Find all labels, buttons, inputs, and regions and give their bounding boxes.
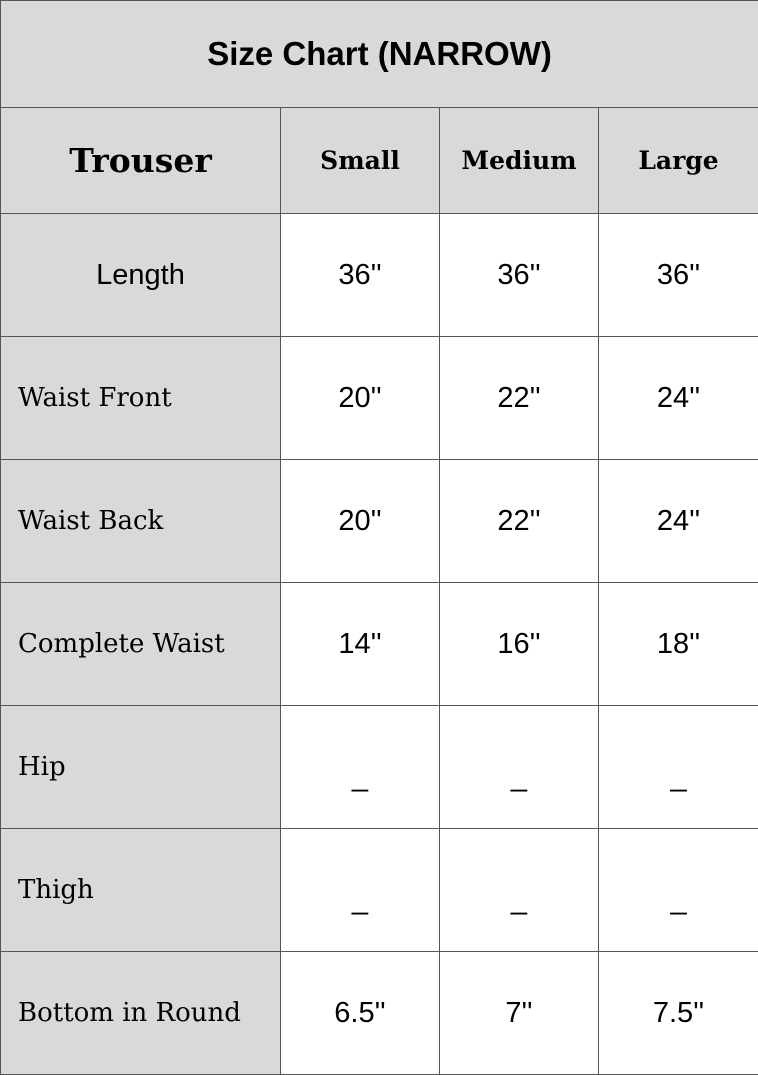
size-value-cell: 36'' xyxy=(439,213,599,337)
size-value: 24'' xyxy=(656,504,701,537)
size-value: 16'' xyxy=(497,627,541,660)
size-value: _ xyxy=(510,883,528,916)
size-value: 22'' xyxy=(497,381,541,414)
row-label: Length xyxy=(0,213,281,337)
size-value-cell: _ xyxy=(280,828,440,952)
size-value-cell: 7.5'' xyxy=(597,951,758,1075)
size-value-cell: _ xyxy=(439,828,599,952)
size-value-cell: _ xyxy=(597,705,758,829)
size-value: 6.5'' xyxy=(334,996,386,1029)
size-value-cell: 16'' xyxy=(439,582,599,706)
row-label: Waist Front xyxy=(0,336,281,460)
size-value: 7.5'' xyxy=(652,996,705,1029)
size-value-cell: 36'' xyxy=(280,213,440,337)
header-category: Trouser xyxy=(0,107,281,214)
size-value: 36'' xyxy=(497,258,541,291)
size-value-cell: _ xyxy=(280,705,440,829)
header-size-medium: Medium xyxy=(439,107,599,214)
size-value-cell: _ xyxy=(439,705,599,829)
table-row: Waist Back 20'' 22'' 24'' xyxy=(0,459,758,583)
size-value: 36'' xyxy=(656,258,701,291)
title-row: Size Chart (NARROW) xyxy=(0,0,758,108)
size-value-cell: 20'' xyxy=(280,459,440,583)
size-value: 20'' xyxy=(338,504,382,537)
header-size-large: Large xyxy=(597,107,758,214)
table-row: Waist Front 20'' 22'' 24'' xyxy=(0,336,758,460)
size-value-cell: _ xyxy=(597,828,758,952)
size-value-cell: 6.5'' xyxy=(280,951,440,1075)
row-label: Waist Back xyxy=(0,459,281,583)
table-row: Length 36'' 36'' 36'' xyxy=(0,213,758,337)
row-label: Thigh xyxy=(0,828,281,952)
size-value: _ xyxy=(351,760,369,793)
size-value-cell: 20'' xyxy=(280,336,440,460)
size-value-cell: 14'' xyxy=(280,582,440,706)
table-row: Complete Waist 14'' 16'' 18'' xyxy=(0,582,758,706)
table-row: Thigh _ _ _ xyxy=(0,828,758,952)
size-value-cell: 18'' xyxy=(597,582,758,706)
header-row: Trouser Small Medium Large xyxy=(0,107,758,214)
size-value: 14'' xyxy=(338,627,382,660)
size-value-cell: 24'' xyxy=(597,336,758,460)
size-value: 36'' xyxy=(338,258,382,291)
table-title: Size Chart (NARROW) xyxy=(0,0,758,108)
table-row: Bottom in Round 6.5'' 7'' 7.5'' xyxy=(0,951,758,1075)
table-row: Hip _ _ _ xyxy=(0,705,758,829)
size-value-cell: 22'' xyxy=(439,459,599,583)
size-value: 22'' xyxy=(497,504,541,537)
size-value: 24'' xyxy=(656,381,701,414)
size-value: 18'' xyxy=(656,627,701,660)
size-value-cell: 22'' xyxy=(439,336,599,460)
header-size-small: Small xyxy=(280,107,440,214)
size-value-cell: 7'' xyxy=(439,951,599,1075)
size-value: _ xyxy=(670,760,687,793)
size-value: _ xyxy=(670,883,687,916)
size-value: 20'' xyxy=(338,381,382,414)
size-value: 7'' xyxy=(505,996,533,1029)
row-label: Bottom in Round xyxy=(0,951,281,1075)
size-value: _ xyxy=(510,760,528,793)
size-value-cell: 36'' xyxy=(597,213,758,337)
size-value-cell: 24'' xyxy=(597,459,758,583)
row-label: Complete Waist xyxy=(0,582,281,706)
row-label: Hip xyxy=(0,705,281,829)
size-value: _ xyxy=(351,883,369,916)
